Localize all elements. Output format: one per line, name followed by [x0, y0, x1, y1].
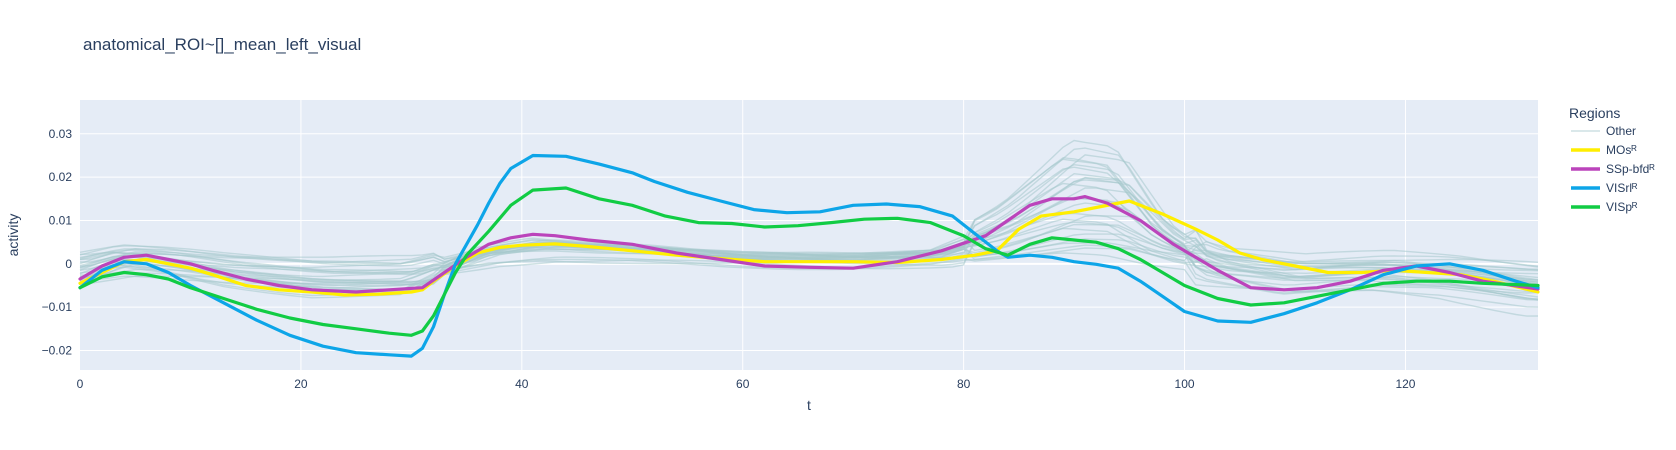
highlighted-series-group	[78, 153, 1540, 358]
series-line-1[interactable]	[78, 195, 1540, 294]
x-tick-label: 60	[736, 377, 750, 391]
other-series-line	[79, 223, 1539, 288]
y-tick-label: 0.03	[49, 127, 73, 141]
series-line-0[interactable]	[78, 199, 1540, 297]
plot-area	[80, 100, 1538, 370]
y-tick-label: −0.01	[42, 300, 73, 314]
x-axis-ticks: 0 20 40 60 80 100 120	[77, 377, 1416, 391]
other-series-line	[79, 218, 1539, 317]
legend-label[interactable]: MOsᴿ	[1606, 143, 1637, 157]
legend-label[interactable]: VISrlᴿ	[1606, 181, 1638, 195]
legend: Regions Other MOsᴿ SSp-bfdᴿ VISrlᴿ VISpᴿ	[1569, 105, 1655, 214]
x-tick-label: 40	[515, 377, 529, 391]
legend-title: Regions	[1569, 105, 1620, 121]
x-axis-title: t	[807, 397, 811, 413]
x-tick-label: 20	[294, 377, 308, 391]
x-tick-label: 80	[957, 377, 971, 391]
legend-label[interactable]: VISpᴿ	[1606, 200, 1638, 214]
series-line-2[interactable]	[78, 153, 1540, 358]
y-tick-label: 0	[65, 257, 72, 271]
legend-label[interactable]: SSp-bfdᴿ	[1606, 162, 1655, 176]
background-series-group	[79, 139, 1539, 317]
x-tick-label: 120	[1395, 377, 1415, 391]
y-tick-label: 0.02	[49, 170, 73, 184]
x-tick-label: 0	[77, 377, 84, 391]
y-tick-label: −0.02	[42, 343, 73, 357]
chart-title: anatomical_ROI~[]_mean_left_visual	[83, 35, 361, 54]
x-tick-label: 100	[1175, 377, 1195, 391]
y-tick-label: 0.01	[49, 213, 73, 227]
legend-label[interactable]: Other	[1606, 124, 1636, 138]
y-axis-ticks: −0.02 −0.01 0 0.01 0.02 0.03	[42, 127, 73, 358]
y-axis-title: activity	[5, 214, 21, 257]
series-line-3[interactable]	[78, 186, 1540, 337]
other-series-line	[79, 157, 1539, 286]
